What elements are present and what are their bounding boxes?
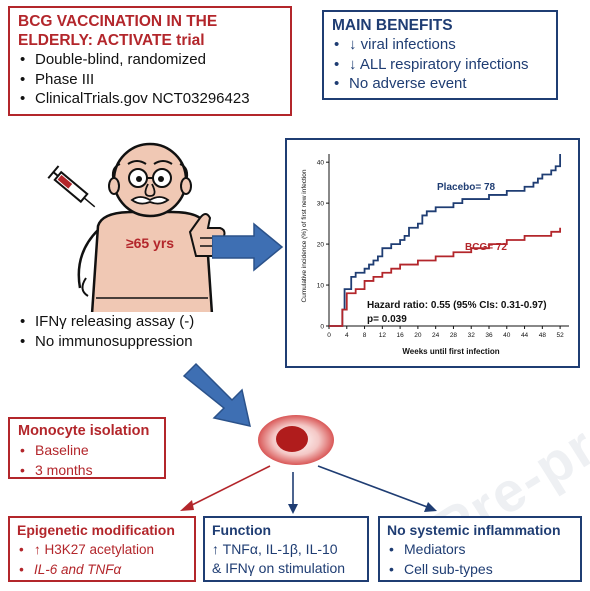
benefits-title: MAIN BENEFITS bbox=[332, 17, 453, 34]
trial-design-list: Double-blind, randomized Phase III Clini… bbox=[18, 50, 282, 109]
epigenetic-box: Epigenetic modification ↑ H3K27 acetylat… bbox=[8, 516, 196, 582]
legend-placebo: Placebo= 78 bbox=[437, 182, 496, 193]
inflammation-title: No systemic inflammation bbox=[387, 522, 561, 538]
x-tick-label: 40 bbox=[503, 332, 511, 339]
criteria-item-immuno: No immunosuppression bbox=[18, 332, 268, 352]
monocyte-item-baseline: Baseline bbox=[18, 441, 156, 461]
incidence-chart-box: 0 4 8 12 16 20 24 28 32 36 40 44 48 52 0 10 20 30 40 Cumul… bbox=[285, 138, 580, 368]
monocyte-item-3months: 3 months bbox=[18, 461, 156, 481]
x-tick-label: 36 bbox=[485, 332, 493, 339]
x-tick-label: 20 bbox=[414, 332, 422, 339]
epigenetic-title: Epigenetic modification bbox=[17, 522, 175, 538]
benefit-item-safety: No adverse event bbox=[332, 74, 548, 94]
patient-criteria: IFNγ releasing assay (-) No immunosuppre… bbox=[18, 312, 268, 358]
y-tick-label: 10 bbox=[317, 283, 325, 290]
trial-title-line1: BCG VACCINATION IN THE bbox=[18, 13, 218, 30]
benefit-item-viral: ↓ viral infections bbox=[332, 35, 548, 55]
chart-y-axis-label: Cumulative incidence (%) of first new in… bbox=[301, 169, 308, 302]
function-stimulation: & IFNγ on stimulation bbox=[212, 560, 346, 576]
x-tick-label: 16 bbox=[396, 332, 404, 339]
x-tick-label: 28 bbox=[450, 332, 458, 339]
monocyte-isolation-box: Monocyte isolation Baseline 3 months bbox=[8, 417, 166, 481]
arrow-to-cell bbox=[182, 362, 251, 427]
arrow-to-epigenetic bbox=[180, 465, 271, 511]
epigenetic-item-acetylation: ↑ H3K27 acetylation bbox=[17, 540, 187, 560]
y-tick-label: 40 bbox=[317, 160, 325, 167]
chart-x-axis-label: Weeks until first infection bbox=[402, 347, 499, 356]
x-tick-label: 32 bbox=[468, 332, 476, 339]
benefits-list: ↓ viral infections ↓ ALL respiratory inf… bbox=[332, 35, 548, 94]
trial-info-box: BCG VACCINATION IN THE ELDERLY: ACTIVATE… bbox=[8, 6, 292, 116]
inflammation-box: No systemic inflammation Mediators Cell … bbox=[378, 516, 582, 582]
x-tick-label: 52 bbox=[556, 332, 564, 339]
legend-bcg: BCG= 72 bbox=[465, 242, 507, 253]
arrow-to-chart bbox=[212, 222, 284, 272]
age-label: ≥65 yrs bbox=[126, 235, 174, 251]
epigenetic-item-genes: IL-6 and TNFα bbox=[17, 560, 187, 580]
function-box: Function ↑ TNFα, IL-1β, IL-10 & IFNγ on … bbox=[203, 516, 369, 582]
syringe-icon bbox=[47, 165, 96, 208]
arrow-to-inflammation bbox=[317, 465, 437, 512]
trial-item-registry: ClinicalTrials.gov NCT03296423 bbox=[18, 89, 282, 109]
bcg-series-line bbox=[329, 227, 562, 327]
benefit-item-respiratory: ↓ ALL respiratory infections bbox=[332, 55, 548, 75]
criteria-item-ifn: IFNγ releasing assay (-) bbox=[18, 312, 268, 332]
p-value-annotation: p= 0.039 bbox=[367, 314, 407, 325]
x-tick-label: 12 bbox=[379, 332, 387, 339]
chart-series bbox=[329, 154, 562, 327]
y-tick-label: 30 bbox=[317, 201, 325, 208]
monocyte-cell-icon bbox=[258, 415, 334, 465]
hazard-ratio-annotation: Hazard ratio: 0.55 (95% CIs: 0.31-0.97) bbox=[367, 300, 547, 311]
x-tick-label: 4 bbox=[345, 332, 349, 339]
y-tick-label: 20 bbox=[317, 242, 325, 249]
chart-axes bbox=[328, 154, 569, 327]
x-tick-label: 44 bbox=[521, 332, 529, 339]
inflammation-item-mediators: Mediators bbox=[387, 540, 573, 560]
trial-item-phase: Phase III bbox=[18, 70, 282, 90]
function-cytokines: ↑ TNFα, IL-1β, IL-10 bbox=[212, 541, 338, 557]
x-tick-label: 48 bbox=[539, 332, 547, 339]
trial-item-design: Double-blind, randomized bbox=[18, 50, 282, 70]
monocyte-title: Monocyte isolation bbox=[18, 423, 150, 439]
placebo-series-line bbox=[329, 154, 562, 327]
arrow-to-function bbox=[288, 472, 298, 514]
y-tick-label: 0 bbox=[320, 324, 324, 331]
trial-title-line2: ELDERLY: ACTIVATE trial bbox=[18, 32, 205, 49]
inflammation-item-cells: Cell sub-types bbox=[387, 560, 573, 580]
main-benefits-box: MAIN BENEFITS ↓ viral infections ↓ ALL r… bbox=[322, 10, 558, 100]
x-tick-label: 8 bbox=[363, 332, 367, 339]
x-tick-label: 0 bbox=[327, 332, 331, 339]
x-tick-label: 24 bbox=[432, 332, 440, 339]
function-title: Function bbox=[212, 522, 272, 538]
